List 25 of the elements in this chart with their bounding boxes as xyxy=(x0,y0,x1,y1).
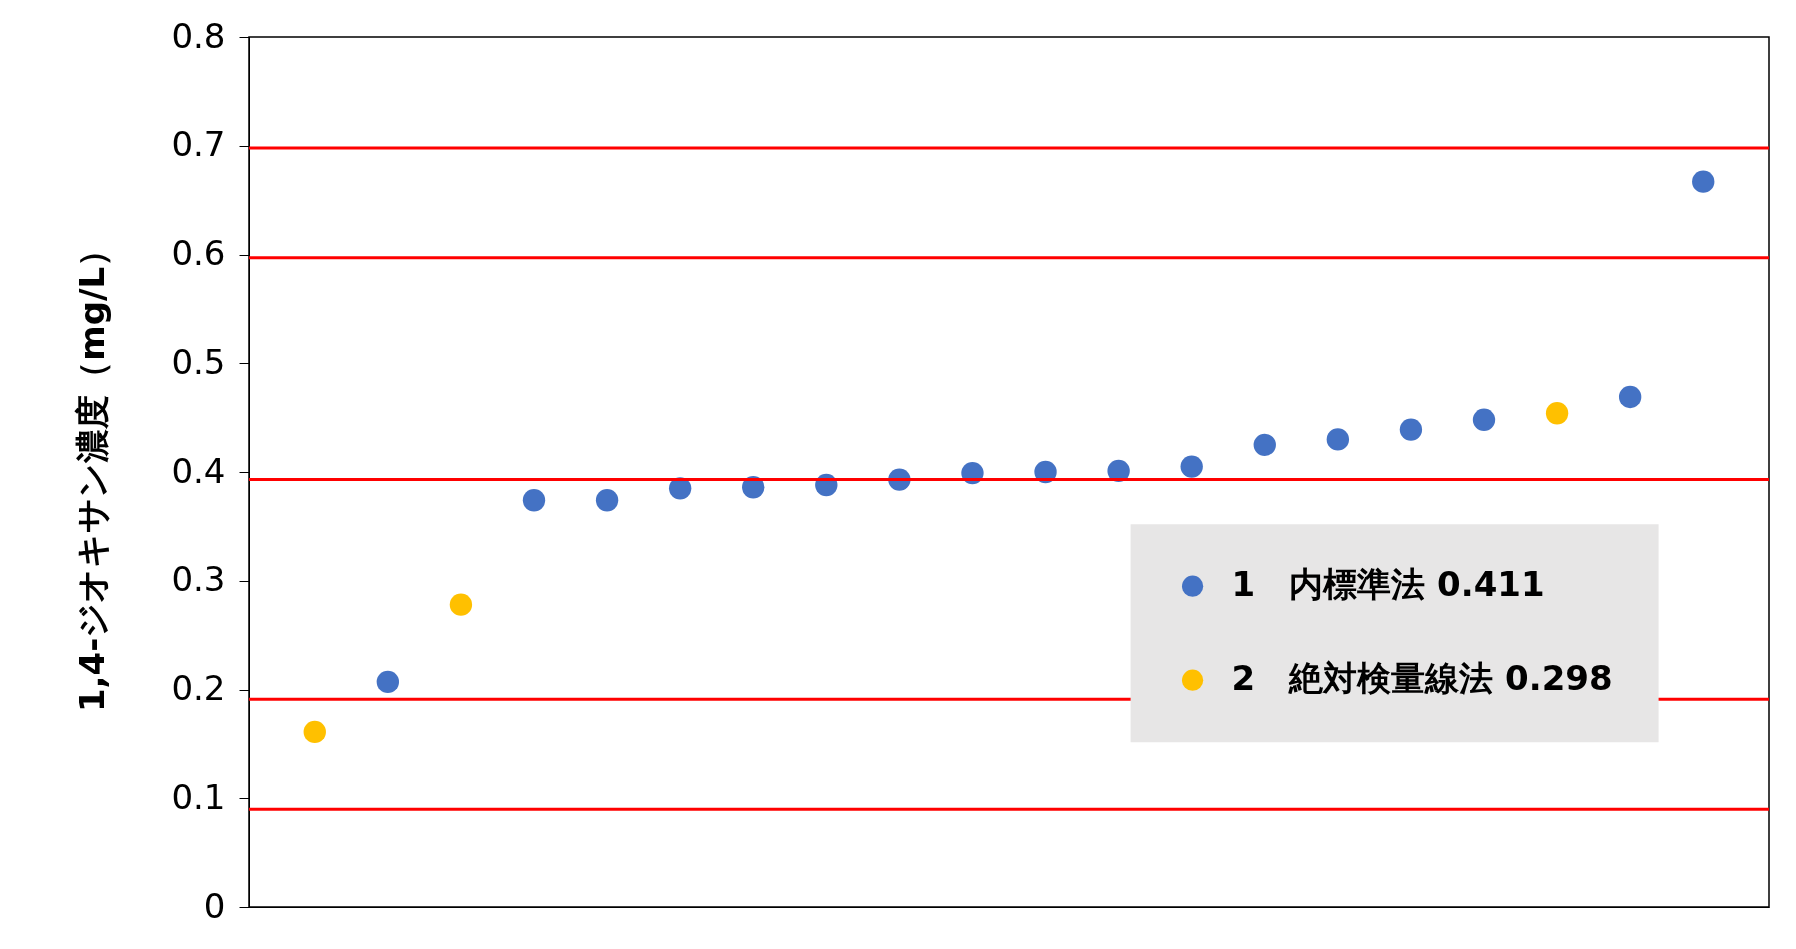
point xyxy=(595,489,619,512)
y-tick-label: 0.4 xyxy=(171,450,226,491)
legend-label: 1 内標準法 0.411 xyxy=(1231,564,1545,605)
y-tick-label: 0.6 xyxy=(171,233,226,273)
point xyxy=(1618,385,1642,409)
y-tick-label: 0.3 xyxy=(171,559,226,600)
y-tick-label: 0 xyxy=(203,885,226,926)
y-tick-label: 0.1 xyxy=(171,776,226,817)
y-tick-label: 0.8 xyxy=(171,15,226,56)
point xyxy=(449,593,473,616)
y-tick-label: 0.2 xyxy=(171,668,226,708)
y-axis-title: 1,4-ジオキサン濃度（mg/L） xyxy=(72,232,113,713)
point xyxy=(1692,170,1715,193)
legend-label: 2 絶対検量線法 0.298 xyxy=(1231,658,1613,699)
y-tick-label: 0.7 xyxy=(171,124,226,165)
point xyxy=(1545,402,1569,425)
point xyxy=(376,670,400,694)
point xyxy=(1253,433,1276,456)
point xyxy=(1472,408,1496,431)
point xyxy=(1326,428,1350,451)
point xyxy=(522,489,546,512)
point xyxy=(1399,418,1423,441)
y-tick-label: 0.5 xyxy=(171,341,226,382)
point xyxy=(303,720,326,744)
point xyxy=(1180,455,1203,478)
